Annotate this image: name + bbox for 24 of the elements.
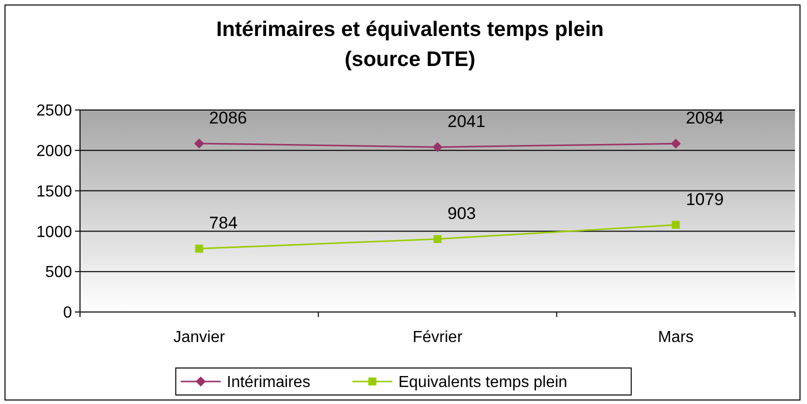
legend-label: Equivalents temps plein [398,374,568,392]
point [434,235,442,244]
y-tick-label: 500 [45,264,72,282]
x-tick-label: Mars [658,329,694,346]
y-tick-label: 0 [63,304,72,322]
data-label: 784 [209,214,238,233]
x-tick-label: Janvier [173,329,226,346]
data-label: 2086 [209,108,247,128]
point [672,220,680,229]
data-label: 1079 [686,190,724,209]
legend-label: Intérimaires [226,374,310,392]
point [670,138,681,149]
point [432,142,442,152]
data-label: 2084 [686,108,724,128]
chart-title: Intérimaires et équivalents temps plein (source DTE) [216,18,604,71]
data-label: 2041 [448,112,486,132]
y-tick-label: 2500 [36,102,72,120]
y-tick-label: 2000 [36,143,72,160]
y-tick-label: 1500 [36,183,72,200]
y-tick-label: 1000 [36,224,72,241]
point [194,138,204,148]
point [195,244,204,253]
data-label: 903 [448,204,476,224]
x-tick-label: Février [412,329,464,346]
